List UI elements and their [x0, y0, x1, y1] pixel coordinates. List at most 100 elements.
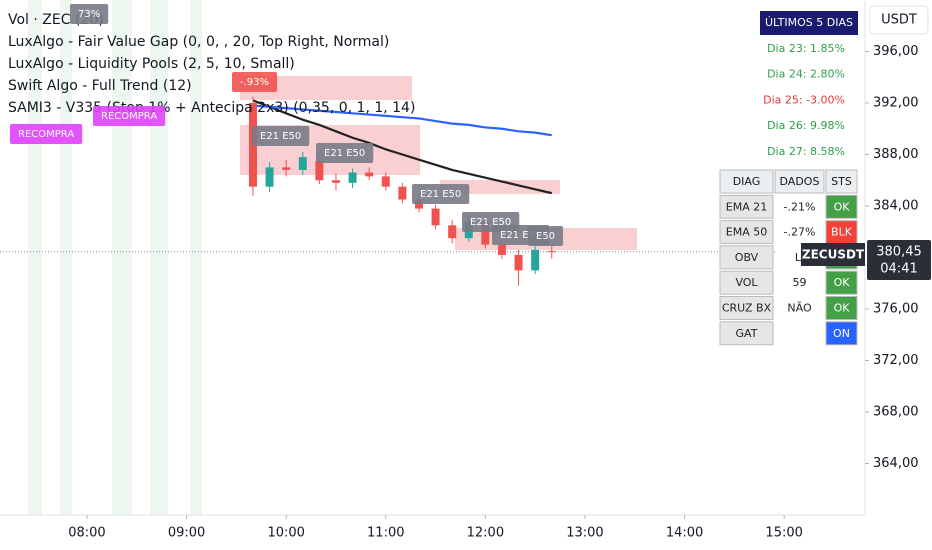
table-header-cell: [825, 169, 858, 194]
table-text: OBV: [735, 251, 759, 264]
candle-body: [381, 176, 390, 187]
table-cell: [719, 245, 774, 270]
candle-body: [365, 172, 374, 177]
table-header: DADOS: [780, 175, 820, 188]
candle-body: [282, 167, 291, 170]
tag-box: [412, 184, 470, 204]
x-tick-label: 13:00: [566, 526, 603, 541]
y-tick-label: 384,00: [873, 199, 919, 214]
table-cell: [825, 194, 858, 219]
table-cell: [719, 220, 774, 245]
tag-box: [528, 226, 564, 246]
candle-body: [448, 225, 457, 239]
table-cell: [825, 270, 858, 295]
table-text: GAT: [736, 327, 758, 340]
indicator-legend: SAMI3 - V335 (Stop 1% + Antecipa 2x3) (0…: [8, 100, 415, 116]
candle-body: [348, 172, 357, 183]
candle-body: [331, 180, 340, 183]
table-text: ON: [833, 327, 850, 340]
tag-label: -.93%: [240, 77, 269, 88]
day-change: Dia 24: 2.80%: [767, 68, 845, 81]
panel-title-box: [760, 11, 858, 35]
y-tick-label: 396,00: [873, 44, 919, 59]
last-price-label: 380,45: [876, 245, 922, 260]
table-text: EMA 21: [726, 200, 767, 213]
x-tick-label: 08:00: [68, 526, 105, 541]
table-cell: [825, 296, 858, 320]
ema-line: [252, 104, 552, 137]
table-cell: [719, 194, 774, 219]
x-tick-label: 12:00: [467, 526, 504, 541]
x-tick-label: 15:00: [765, 526, 802, 541]
tag-label: E21 E50: [324, 148, 365, 159]
table-cell: [825, 321, 858, 346]
table-cell: [775, 220, 824, 244]
currency-box: [869, 5, 929, 35]
symbol-box: [801, 243, 865, 266]
day-change: Dia 26: 9.98%: [767, 119, 845, 132]
tag-label: E21 E50: [420, 189, 461, 200]
table-header: STS: [831, 175, 852, 188]
x-tick-label: 14:00: [666, 526, 703, 541]
table-text: OK: [834, 200, 851, 213]
table-cell: [775, 321, 824, 345]
table-header: DIAG: [733, 175, 761, 188]
candle-body: [497, 244, 506, 255]
tag-box: [316, 143, 374, 163]
candle-body: [398, 186, 407, 200]
tag-label: E21 E50: [260, 131, 301, 142]
table-header-cell: [719, 169, 774, 194]
table-cell: [775, 296, 824, 320]
x-tick-label: 09:00: [168, 526, 205, 541]
tag-label: RECOMPRA: [101, 111, 157, 122]
table-cell: [719, 321, 774, 346]
candle-body: [531, 249, 540, 271]
ema-line: [252, 99, 553, 195]
tag-label: E50: [536, 231, 555, 242]
table-text: VOL: [735, 276, 758, 289]
candle-body: [315, 160, 324, 181]
y-tick-label: 364,00: [873, 456, 919, 471]
candle-body: [514, 254, 523, 271]
candle-body: [547, 251, 556, 253]
y-tick-label: 372,00: [873, 353, 919, 368]
indicator-legend: LuxAlgo - Fair Value Gap (0, 0, , 20, To…: [8, 34, 389, 50]
candle-body: [414, 199, 423, 209]
day-change: Dia 23: 1.85%: [767, 42, 845, 55]
table-text: CRUZ BX: [722, 302, 772, 315]
tag-box: [93, 106, 166, 126]
x-tick-label: 11:00: [367, 526, 404, 541]
tag-label: E21 E50: [500, 230, 541, 241]
table-cell: [775, 195, 824, 219]
candle-body: [298, 157, 307, 170]
candle-body: [431, 208, 440, 226]
tag-box: [252, 126, 310, 146]
candle-body: [481, 221, 490, 245]
x-tick-label: 10:00: [267, 526, 304, 541]
currency-label: USDT: [881, 13, 917, 28]
price-box: [867, 240, 931, 280]
table-text: NÃO: [787, 302, 812, 315]
table-cell: [719, 270, 774, 295]
y-tick-label: 388,00: [873, 147, 919, 162]
table-text: BLK: [831, 226, 853, 239]
table-header-cell: [774, 169, 825, 194]
table-cell: [719, 296, 774, 320]
tag-box: [70, 4, 109, 24]
tag-label: 73%: [78, 9, 100, 20]
tag-box: [10, 124, 83, 144]
day-change: Dia 25: -3.00%: [763, 93, 845, 106]
table-text: OK: [834, 302, 851, 315]
table-text: LI: [795, 251, 804, 264]
y-tick-label: 392,00: [873, 96, 919, 111]
panel-title: ÚLTIMOS 5 DIAS: [765, 16, 853, 29]
tag-label: RECOMPRA: [18, 129, 74, 140]
indicator-legend: Swift Algo - Full Trend (12): [8, 78, 192, 94]
tag-label: E21 E50: [470, 217, 511, 228]
table-text: -.21%: [784, 200, 816, 213]
indicator-legend: LuxAlgo - Liquidity Pools (2, 5, 10, Sma…: [8, 56, 295, 72]
symbol-label: ZECUSDT: [802, 248, 865, 262]
y-tick-label: 376,00: [873, 302, 919, 317]
table-cell: [775, 271, 824, 295]
